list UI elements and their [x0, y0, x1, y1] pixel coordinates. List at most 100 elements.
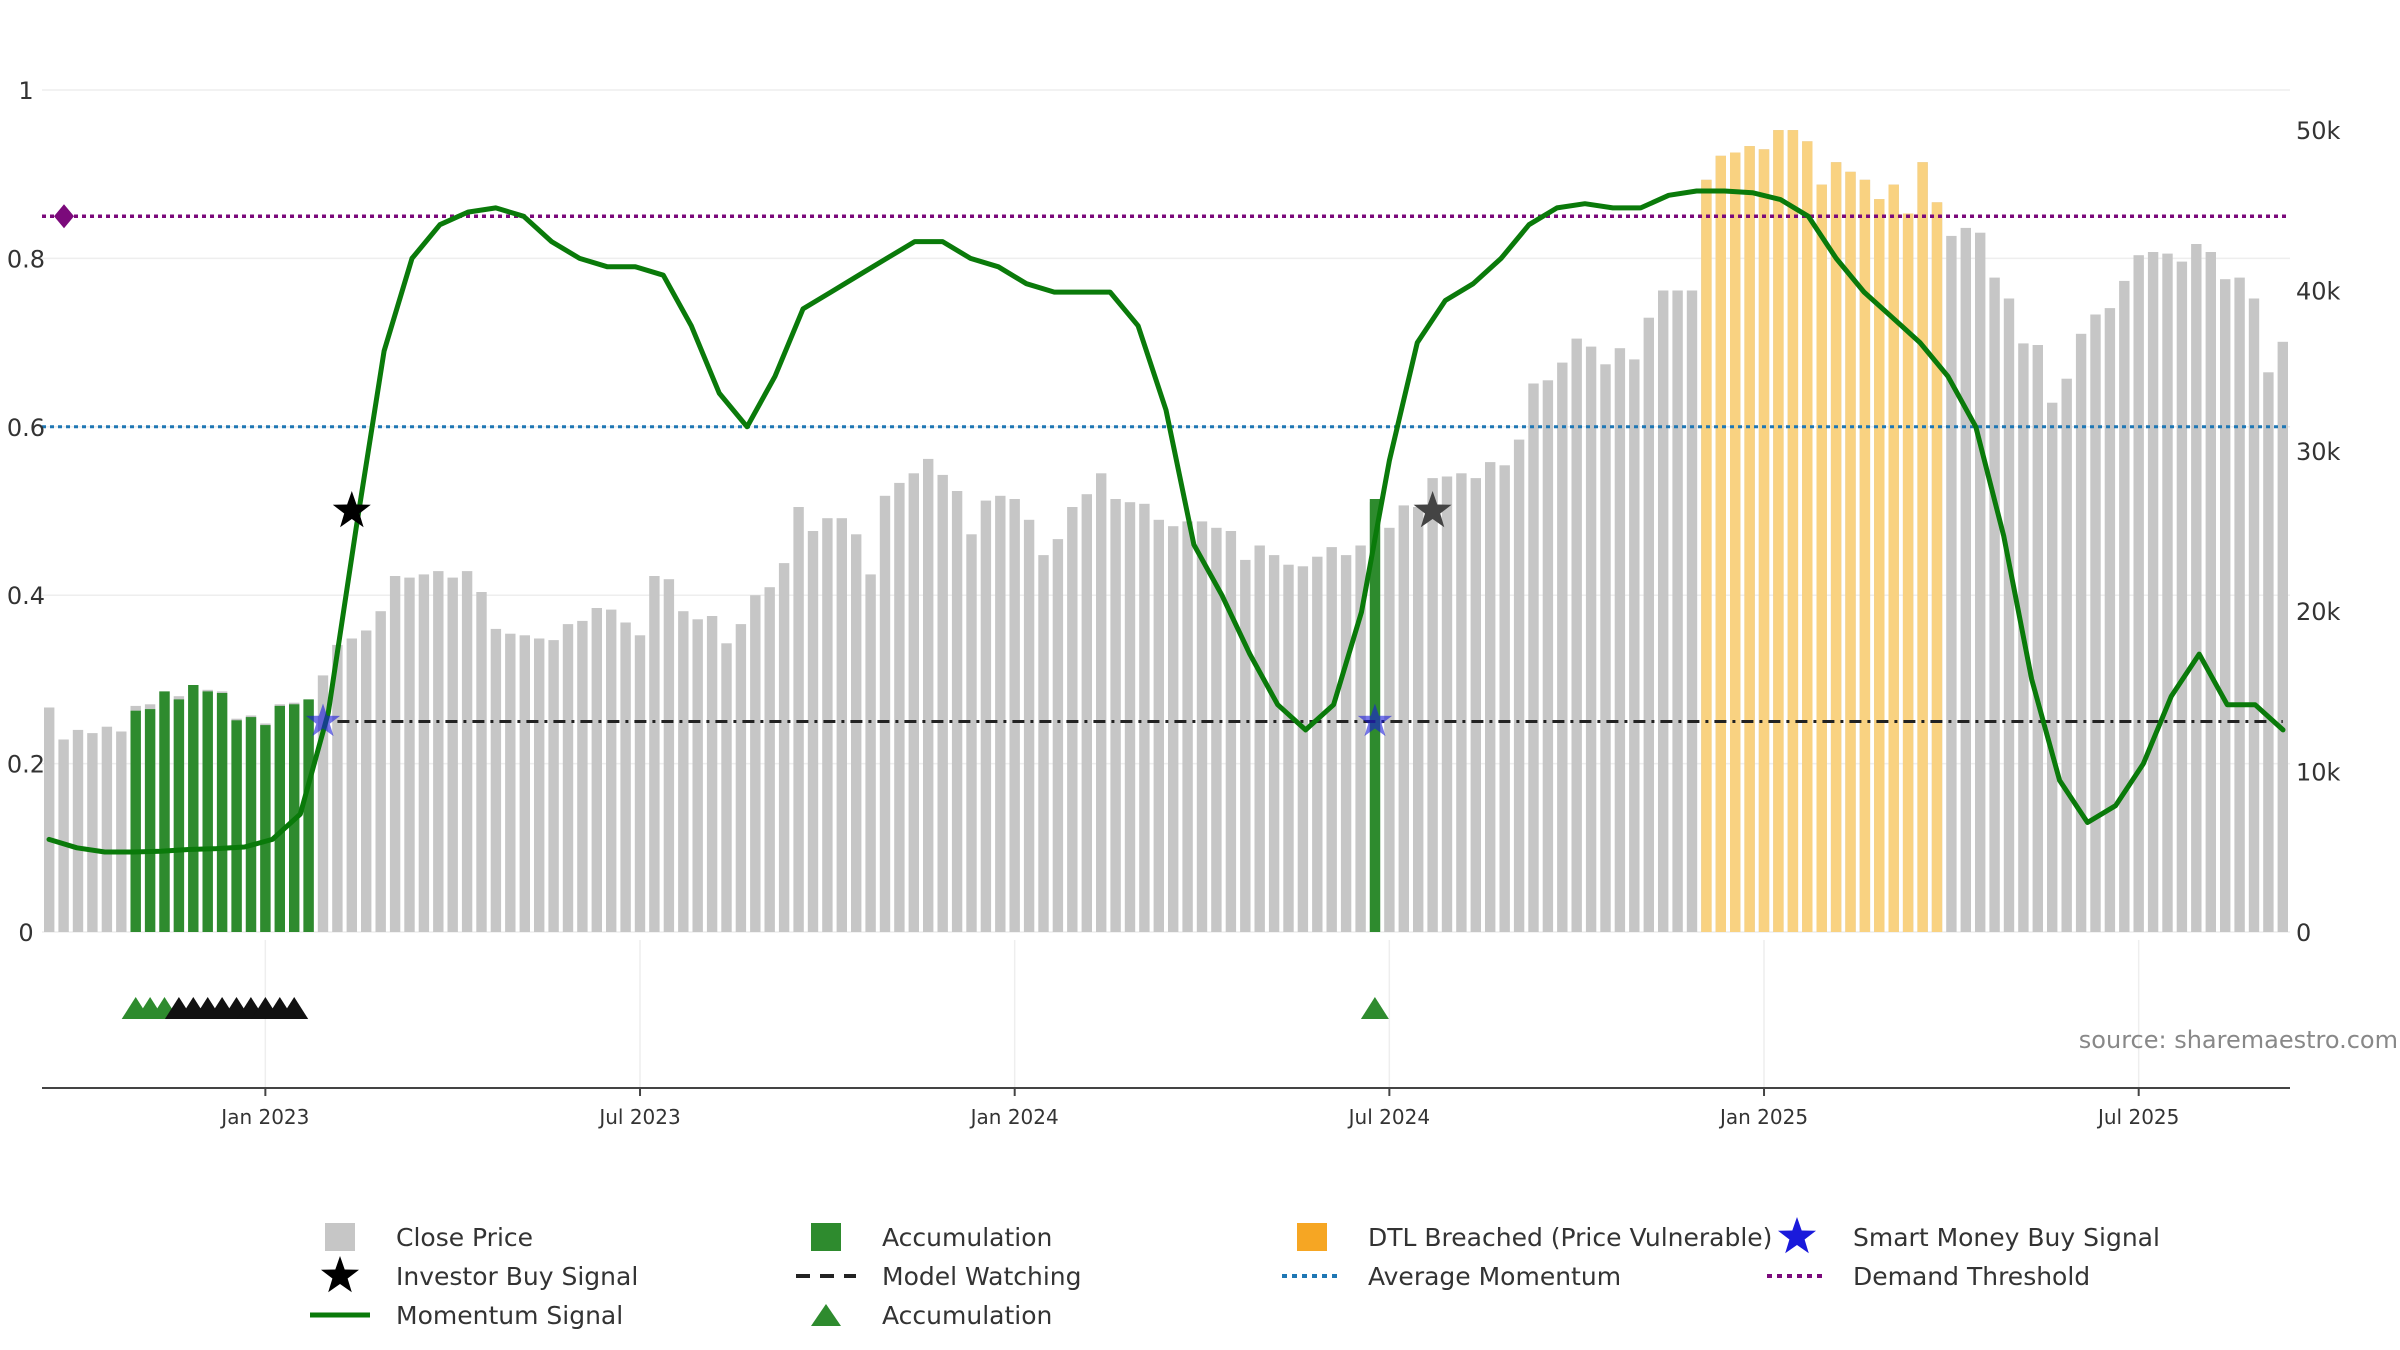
- close-price-bar: [1312, 556, 1323, 932]
- accumulation-bar: [274, 705, 285, 932]
- close-price-bar: [1038, 555, 1049, 932]
- close-price-bar: [418, 574, 430, 932]
- dtl-breached-bar: [1859, 179, 1871, 933]
- close-price-bar: [461, 571, 473, 932]
- dtl-breached-bar: [1830, 162, 1842, 932]
- accumulation-bar: [144, 709, 156, 932]
- dtl-breached-bar: [1744, 146, 1755, 933]
- close-price-bar: [2003, 298, 2015, 932]
- close-price-bar: [1499, 465, 1510, 932]
- legend-label: Investor Buy Signal: [396, 1262, 638, 1291]
- close-price-bar: [2104, 308, 2116, 933]
- close-price-bar: [966, 534, 977, 932]
- close-price-bar: [1470, 478, 1481, 932]
- accumulation-bar: [159, 691, 170, 932]
- close-price-bar: [1225, 531, 1237, 932]
- close-price-bar: [346, 638, 357, 932]
- left-tick-label: 0.2: [7, 751, 45, 779]
- close-price-bar: [908, 473, 919, 932]
- legend-label: Accumulation: [882, 1223, 1052, 1252]
- legend-swatch-accumulation-triangle: [811, 1304, 841, 1326]
- dtl-breached-bar: [1888, 184, 1899, 933]
- close-price-bar: [879, 495, 891, 932]
- dtl-breached-bar: [1816, 184, 1827, 933]
- close-price-bar: [2191, 244, 2202, 932]
- close-price-bar: [980, 500, 992, 932]
- legend-label: Smart Money Buy Signal: [1853, 1223, 2160, 1252]
- close-price-bar: [706, 616, 718, 932]
- close-price-bar: [1326, 547, 1337, 932]
- dtl-breached-bars: [1701, 130, 1943, 933]
- close-price-bar: [620, 622, 631, 932]
- close-price-bar: [807, 531, 819, 932]
- legend: Close Price Accumulation DTL Breached (Pri…: [310, 1217, 2160, 1330]
- x-tick-label: Jul 2023: [597, 1105, 680, 1129]
- close-price-bar: [1052, 539, 1064, 932]
- close-price-bar: [1124, 502, 1136, 932]
- close-price-bar: [1384, 527, 1395, 932]
- close-price-bar: [1441, 476, 1453, 932]
- legend-swatch-investor: [321, 1256, 359, 1293]
- close-price-bar: [851, 534, 862, 932]
- close-price-bar: [1023, 519, 1035, 932]
- dtl-breached-bar: [1773, 130, 1784, 933]
- close-price-bar: [2263, 372, 2274, 932]
- close-price-bar: [1571, 338, 1582, 933]
- close-price-bar: [1254, 545, 1265, 932]
- right-tick-label: 10k: [2296, 759, 2341, 787]
- close-price-bar: [1067, 507, 1078, 932]
- close-price-bar: [923, 458, 934, 932]
- accumulation-triangle-dark: [280, 997, 309, 1019]
- close-price-bar: [2147, 252, 2159, 932]
- dtl-breached-bar: [1802, 141, 1813, 933]
- close-price-bar: [2220, 279, 2231, 932]
- legend-label: Average Momentum: [1368, 1262, 1621, 1291]
- accumulation-bar: [202, 691, 213, 932]
- close-price-bar: [519, 635, 530, 932]
- close-price-bar: [1268, 555, 1280, 932]
- close-price-bar: [1557, 362, 1568, 933]
- demand-threshold-marker: [54, 204, 74, 229]
- close-price-bar: [1456, 473, 1467, 932]
- right-tick-label: 30k: [2296, 438, 2341, 466]
- close-price-bar: [1009, 499, 1020, 932]
- close-price-bar: [1528, 383, 1539, 932]
- close-price-bar: [562, 624, 574, 932]
- close-price-bar: [1297, 566, 1309, 932]
- close-price-bar: [894, 482, 905, 932]
- close-price-bar: [1081, 494, 1092, 932]
- close-price-bar: [1542, 380, 1554, 932]
- close-price-bar: [1600, 364, 1611, 932]
- close-price-bar: [2075, 333, 2087, 932]
- close-price-bar: [836, 518, 847, 932]
- close-price-bar: [1672, 290, 1683, 932]
- smart-money-buy-signal-star: [305, 703, 341, 737]
- dtl-breached-bar: [1701, 179, 1712, 933]
- close-price-bar: [548, 640, 559, 932]
- close-price-bar: [995, 495, 1006, 932]
- close-price-bar: [1629, 359, 1640, 932]
- close-price-bar: [1153, 519, 1164, 932]
- x-tick-label: Jan 2024: [969, 1105, 1059, 1129]
- close-price-bar: [865, 574, 876, 932]
- close-price-bar: [534, 638, 545, 932]
- close-price-bar: [389, 576, 401, 932]
- close-price-bar: [1946, 235, 1957, 932]
- close-price-bar: [317, 675, 329, 932]
- close-price-bar: [822, 518, 833, 932]
- close-price-bar: [793, 507, 804, 932]
- close-price-bar: [1975, 232, 1986, 932]
- close-price-bar: [1355, 545, 1366, 932]
- close-price-bar: [2205, 252, 2216, 932]
- accumulation-bar: [231, 720, 242, 932]
- close-price-bar: [2061, 378, 2072, 932]
- close-price-bar: [490, 628, 502, 932]
- close-price-bar: [1658, 290, 1669, 932]
- dtl-breached-bar: [1730, 152, 1741, 932]
- close-price-bar: [2090, 314, 2101, 932]
- right-tick-label: 0: [2296, 919, 2311, 947]
- left-tick-label: 0.8: [7, 245, 45, 273]
- close-price-bar: [1643, 317, 1654, 932]
- close-price-bar: [1427, 478, 1438, 932]
